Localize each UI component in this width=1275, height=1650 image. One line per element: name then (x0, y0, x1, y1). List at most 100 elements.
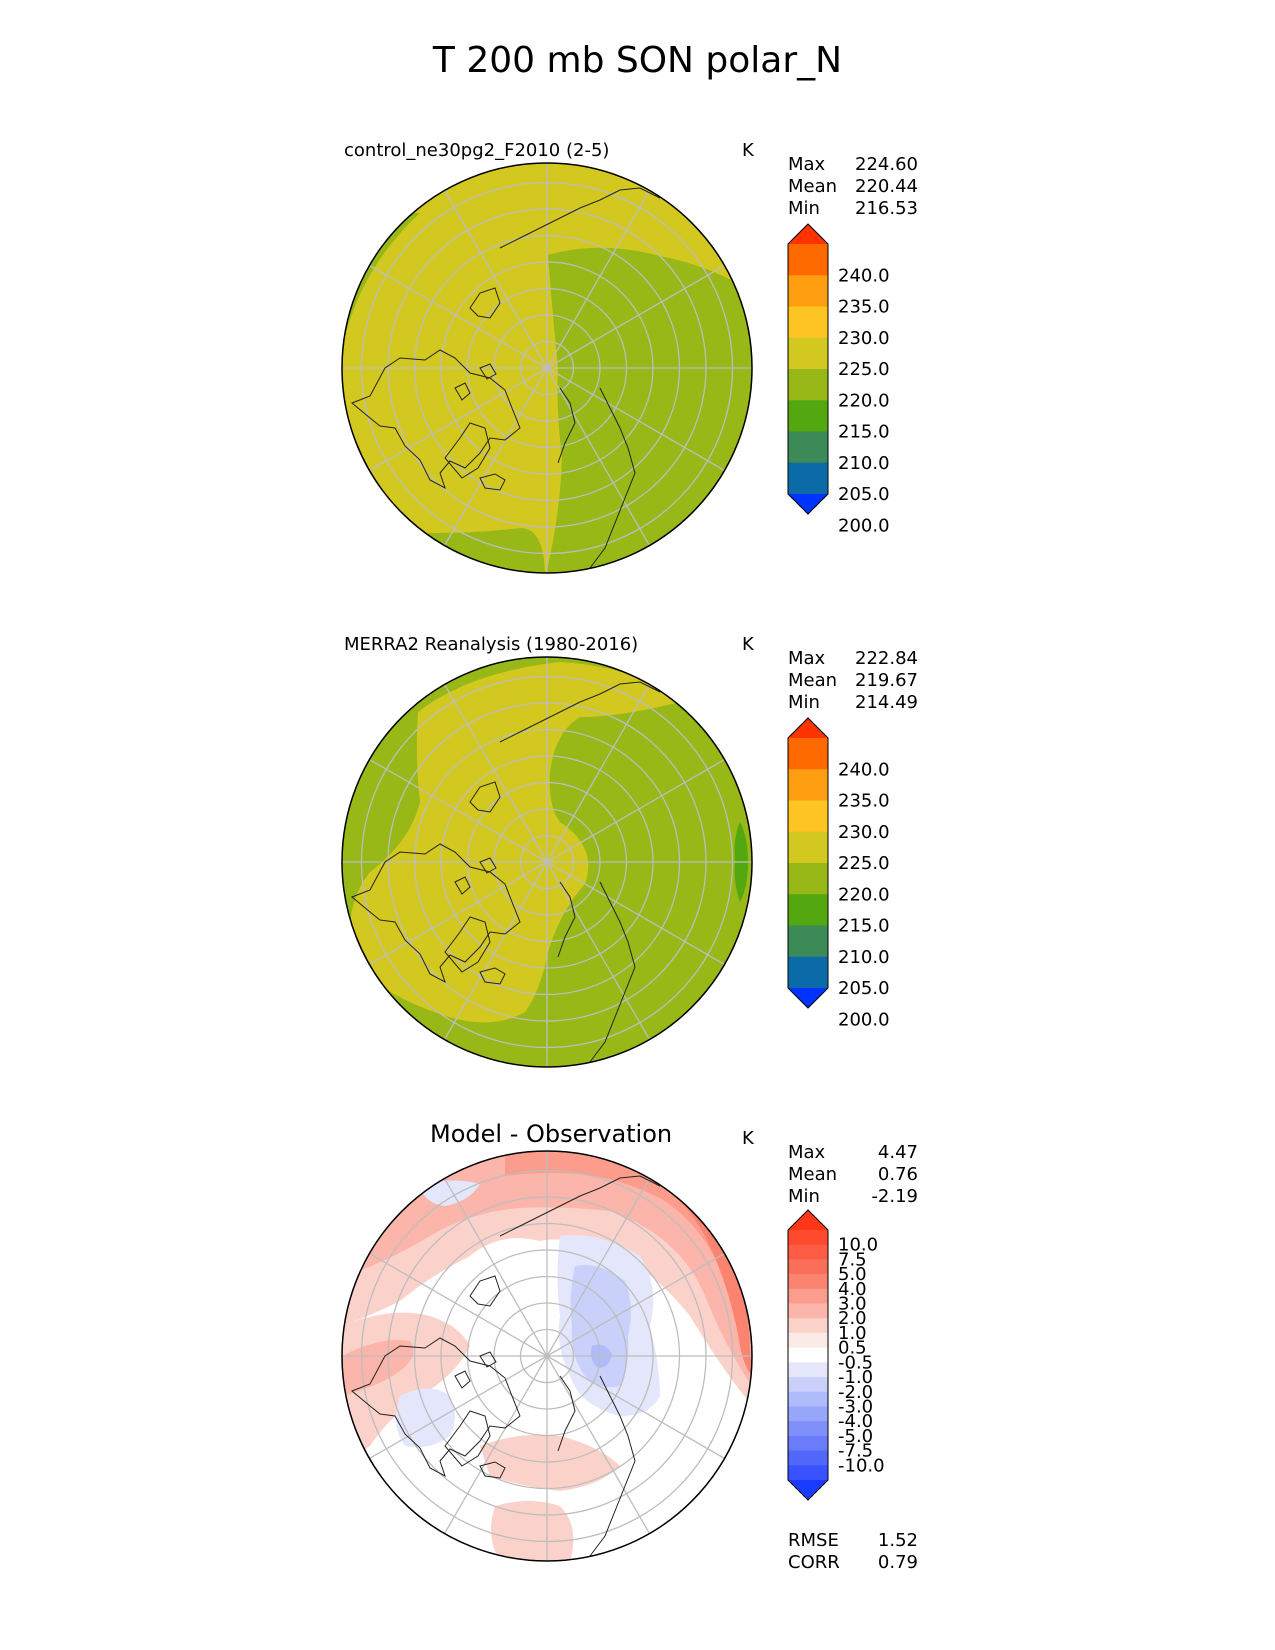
stat-label: Mean (788, 1164, 838, 1185)
stat-value: 0.79 (877, 1552, 918, 1573)
panel-title: MERRA2 Reanalysis (1980-2016) (344, 634, 639, 655)
colorbar-tick-label: -2.0 (838, 1382, 873, 1403)
colorbar-tick-label: -5.0 (838, 1426, 873, 1447)
colorbar-tick-label: 1.0 (838, 1323, 867, 1344)
map-boundary (341, 162, 753, 574)
colorbar-tick-label: 215.0 (838, 422, 890, 443)
colorbar-tick-label: 230.0 (838, 822, 890, 843)
map-boundary (341, 656, 753, 1068)
colorbar-extend-max (788, 718, 828, 738)
meridian-line (356, 1355, 548, 1467)
colorbar-swatch (788, 1332, 828, 1349)
colorbar-extend-max (788, 224, 828, 244)
panel-title: Model - Observation (430, 1120, 673, 1148)
colorbar-tick-label: 205.0 (838, 484, 890, 505)
graticule (342, 657, 752, 1067)
colorbar-swatch (788, 1421, 828, 1437)
stat-value: 219.67 (855, 670, 918, 691)
colorbar-tick-label: 4.0 (838, 1279, 867, 1300)
colorbar-extend-min (788, 988, 828, 1008)
meridian-line (436, 861, 548, 1053)
colorbar-tick-label: -7.5 (838, 1441, 873, 1462)
colorbar-extend-min (788, 494, 828, 514)
colorbar-swatch (788, 800, 828, 833)
colorbar-tick-label: 0.5 (838, 1338, 867, 1359)
colorbar-swatch (788, 1274, 828, 1290)
panel-model: control_ne30pg2_F2010 (2-5) K Max 224.60 … (0, 128, 1275, 608)
meridian-line (436, 177, 548, 369)
stat-value: -2.19 (871, 1186, 918, 1207)
colorbar-tick-label: 235.0 (838, 297, 890, 318)
meridian-line (436, 671, 548, 863)
colorbar-tick-label: 10.0 (838, 1235, 878, 1256)
stat-label: Min (788, 198, 820, 219)
stats-table: Max 4.47 Mean 0.76 Min -2.19 (788, 1142, 918, 1208)
meridian-line (356, 861, 548, 973)
colorbar-swatch (788, 1406, 828, 1422)
stat-value: 222.84 (855, 648, 918, 669)
colorbar-tick-label: 2.0 (838, 1308, 867, 1329)
colorbar-extend-min (788, 1480, 828, 1500)
stat-label: Mean (788, 176, 838, 197)
meridian-line (356, 751, 548, 863)
stat-value: 216.53 (855, 198, 918, 219)
colorbar-tick-label: 5.0 (838, 1264, 867, 1285)
colorbar-tick-label: 235.0 (838, 791, 890, 812)
colorbar-tick-label: 215.0 (838, 916, 890, 937)
meridian-line (436, 1165, 548, 1357)
meridian-line (546, 861, 738, 973)
meridian-line (356, 367, 548, 479)
meridian-line (546, 861, 658, 1053)
meridian-line (546, 1355, 738, 1467)
panel-difference: Model - Observation K Max 4.47 Mean 0.76 M… (0, 1116, 1275, 1596)
stat-label: Min (788, 692, 820, 713)
colorbar-tick-label: 230.0 (838, 328, 890, 349)
graticule (342, 1151, 752, 1561)
colorbar-swatch (788, 462, 828, 495)
meridian-line (546, 367, 738, 479)
colorbar-swatch (788, 1230, 828, 1246)
colorbar-swatch (788, 956, 828, 989)
colorbar-swatch (788, 925, 828, 958)
figure-title: T 200 mb SON polar_N (432, 40, 843, 81)
colorbar-swatch (788, 1377, 828, 1393)
colorbar-tick-label: 240.0 (838, 265, 890, 286)
stat-value: 0.76 (877, 1164, 918, 1185)
colorbar: 240.0 235.0 230.0 225.0 220.0 215.0 210.0 205.0… (787, 223, 890, 536)
meridian-line (546, 671, 658, 863)
colorbar-outline (787, 717, 829, 1009)
stats-table: Max 224.60 Mean 220.44 Min 216.53 (788, 154, 918, 220)
panel-graphics: 240.0 235.0 230.0 225.0 220.0 215.0 210.0 205.0… (341, 656, 890, 1068)
units-label: K (742, 140, 754, 161)
coastlines (351, 187, 661, 569)
colorbar-tick-label: 7.5 (838, 1249, 867, 1270)
coastlines (351, 1175, 661, 1557)
colorbar-outline (787, 223, 829, 515)
colorbar-swatch (788, 894, 828, 926)
meridian-line (546, 257, 738, 369)
units-label: K (742, 634, 754, 655)
colorbar-tick-label: 210.0 (838, 947, 890, 968)
colorbar-tick-label: -3.0 (838, 1396, 873, 1417)
stat-label: Max (788, 648, 826, 669)
colorbar-tick-label: 205.0 (838, 978, 890, 999)
colorbar-tick-label: 225.0 (838, 359, 890, 380)
graticule (342, 163, 752, 573)
colorbar-tick-label: 220.0 (838, 390, 890, 411)
meridian-line (546, 1355, 658, 1547)
colorbar-tick-label: -10.0 (838, 1455, 885, 1476)
stat-label: Max (788, 1142, 826, 1163)
colorbar-swatch (788, 1362, 828, 1378)
colorbar-swatch (788, 738, 828, 770)
colorbar-swatch (788, 1465, 828, 1481)
colorbar-tick-label: 225.0 (838, 853, 890, 874)
colorbar-swatch (788, 431, 828, 464)
colorbar-swatch (788, 1347, 828, 1363)
colorbar-swatch (788, 244, 828, 276)
stat-value: 1.52 (877, 1530, 918, 1551)
colorbar-tick-label: 240.0 (838, 759, 890, 780)
colorbar-swatch (788, 1318, 828, 1334)
panel-graphics: 10.07.55.04.03.02.01.00.5-0.5-1.0-2.0-3.… (341, 1150, 885, 1562)
colorbar-swatch (788, 306, 828, 339)
stat-label: Max (788, 154, 826, 175)
